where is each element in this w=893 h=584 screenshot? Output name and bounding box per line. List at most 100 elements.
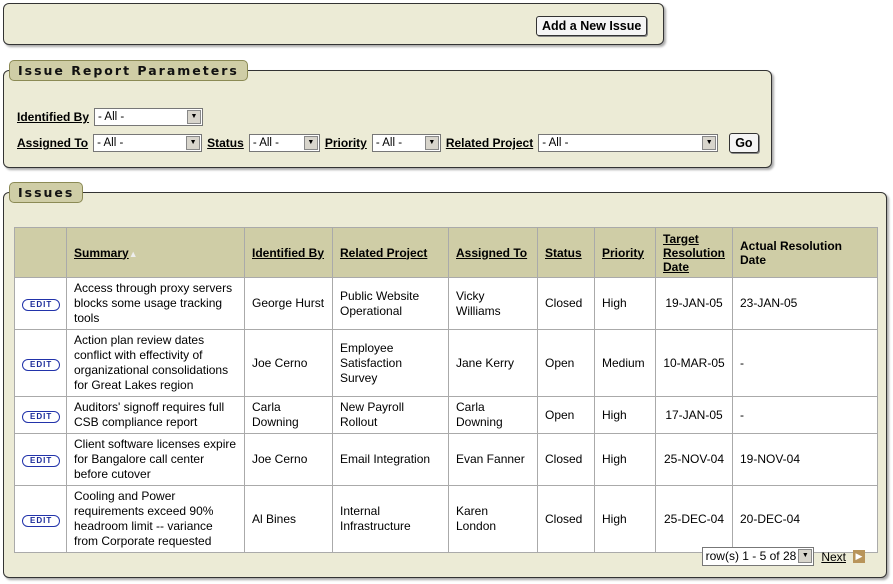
priority-select[interactable]: - All - ▼: [371, 134, 441, 152]
chevron-down-icon: ▼: [702, 136, 717, 150]
cell-related-project: Employee Satisfaction Survey: [332, 329, 449, 397]
edit-cell: EDIT: [14, 433, 67, 486]
cell-summary: Client software licenses expire for Bang…: [66, 433, 245, 486]
column-header-status[interactable]: Status: [537, 227, 595, 278]
assigned-to-value: - All -: [97, 137, 124, 149]
cell-identified-by: Joe Cerno: [244, 433, 333, 486]
chevron-down-icon: ▼: [186, 136, 201, 150]
column-header-label: Priority: [602, 245, 645, 260]
column-header-label: Target Resolution Date: [663, 231, 725, 274]
cell-assigned-to: Jane Kerry: [448, 329, 538, 397]
column-header-label: Related Project: [340, 245, 428, 260]
cell-summary: Cooling and Power requirements exceed 90…: [66, 485, 245, 553]
related-project-select[interactable]: - All - ▼: [538, 134, 719, 152]
cell-target-resolution-date: 25-DEC-04: [655, 485, 733, 553]
status-label[interactable]: Status: [207, 136, 244, 150]
cell-actual-resolution-date: 20-DEC-04: [732, 485, 878, 553]
edit-cell: EDIT: [14, 485, 67, 553]
identified-by-label[interactable]: Identified By: [17, 110, 90, 124]
issues-title: Issues: [9, 182, 84, 203]
cell-priority: High: [594, 433, 656, 486]
cell-priority: High: [594, 277, 656, 330]
next-link[interactable]: Next: [821, 549, 846, 564]
column-header-assigned-to[interactable]: Assigned To: [448, 227, 538, 278]
priority-label[interactable]: Priority: [324, 136, 367, 150]
chevron-down-icon: ▼: [798, 549, 813, 563]
add-new-issue-button[interactable]: Add a New Issue: [536, 16, 648, 36]
edit-button[interactable]: EDIT: [22, 358, 61, 371]
cell-target-resolution-date: 19-JAN-05: [655, 277, 733, 330]
issues-table: Summary ▲ Identified By Related Project Ass…: [14, 227, 878, 553]
column-header-label: Actual Resolution Date: [740, 238, 843, 267]
cell-actual-resolution-date: 19-NOV-04: [732, 433, 878, 486]
table-row: EDIT Access through proxy servers blocks …: [14, 277, 878, 330]
parameters-row-1: Identified By - All - ▼: [17, 108, 204, 126]
column-header-label: Status: [545, 245, 582, 260]
cell-identified-by: Joe Cerno: [244, 329, 333, 397]
column-header-actual-resolution-date: Actual Resolution Date: [732, 227, 878, 278]
cell-assigned-to: Evan Fanner: [448, 433, 538, 486]
pagination: row(s) 1 - 5 of 28 ▼ Next ▶: [701, 547, 865, 566]
cell-related-project: Public Website Operational: [332, 277, 449, 330]
cell-summary: Access through proxy servers blocks some…: [66, 277, 245, 330]
cell-actual-resolution-date: -: [732, 329, 878, 397]
cell-priority: High: [594, 485, 656, 553]
chevron-down-icon: ▼: [424, 136, 439, 150]
table-row: EDIT Cooling and Power requirements excee…: [14, 485, 878, 553]
cell-actual-resolution-date: -: [732, 396, 878, 434]
cell-status: Closed: [537, 433, 595, 486]
column-header-label: Summary: [74, 245, 129, 260]
edit-button[interactable]: EDIT: [22, 514, 61, 527]
pagination-range: row(s) 1 - 5 of 28: [705, 549, 797, 563]
cell-identified-by: Carla Downing: [244, 396, 333, 434]
cell-identified-by: Al Bines: [244, 485, 333, 553]
edit-button[interactable]: EDIT: [22, 455, 61, 467]
table-row: EDIT Client software licenses expire for …: [14, 433, 878, 486]
cell-related-project: New Payroll Rollout: [332, 396, 449, 434]
identified-by-value: - All -: [98, 111, 125, 123]
column-header-identified-by[interactable]: Identified By: [244, 227, 333, 278]
cell-actual-resolution-date: 23-JAN-05: [732, 277, 878, 330]
cell-status: Closed: [537, 277, 595, 330]
cell-target-resolution-date: 10-MAR-05: [655, 329, 733, 397]
identified-by-select[interactable]: - All - ▼: [94, 108, 204, 126]
priority-value: - All -: [375, 137, 403, 149]
cell-assigned-to: Carla Downing: [448, 396, 538, 434]
cell-assigned-to: Karen London: [448, 485, 538, 553]
cell-priority: Medium: [594, 329, 656, 397]
edit-cell: EDIT: [14, 329, 67, 397]
cell-related-project: Internal Infrastructure: [332, 485, 449, 553]
table-row: EDIT Auditors' signoff requires full CSB …: [14, 396, 878, 434]
column-header-target-resolution-date[interactable]: Target Resolution Date: [655, 227, 733, 278]
edit-button[interactable]: EDIT: [22, 410, 61, 423]
status-value: - All -: [252, 137, 280, 149]
edit-cell: EDIT: [14, 277, 67, 330]
column-header-related-project[interactable]: Related Project: [332, 227, 449, 278]
cell-status: Open: [537, 329, 595, 397]
cell-summary: Action plan review dates conflict with e…: [66, 329, 245, 397]
parameters-row-2: Assigned To - All - ▼ Status - All - ▼ Pri…: [17, 133, 759, 153]
cell-status: Open: [537, 396, 595, 434]
go-button[interactable]: Go: [729, 133, 759, 153]
chevron-down-icon: ▼: [187, 110, 202, 124]
cell-target-resolution-date: 17-JAN-05: [655, 396, 733, 434]
status-select[interactable]: - All - ▼: [248, 134, 320, 152]
cell-target-resolution-date: 25-NOV-04: [655, 433, 733, 486]
cell-related-project: Email Integration: [332, 433, 449, 486]
edit-cell: EDIT: [14, 396, 67, 434]
related-project-value: - All -: [542, 137, 569, 149]
related-project-label[interactable]: Related Project: [445, 136, 534, 150]
sort-ascending-icon: ▲: [128, 248, 138, 259]
assigned-to-label[interactable]: Assigned To: [17, 136, 89, 150]
edit-button[interactable]: EDIT: [22, 299, 61, 311]
cell-status: Closed: [537, 485, 595, 553]
column-header-summary[interactable]: Summary ▲: [66, 227, 245, 278]
next-arrow-icon[interactable]: ▶: [853, 550, 865, 563]
pagination-select[interactable]: row(s) 1 - 5 of 28 ▼: [701, 547, 815, 566]
assigned-to-select[interactable]: - All - ▼: [93, 134, 203, 152]
table-row: EDIT Action plan review dates conflict wi…: [14, 329, 878, 397]
cell-assigned-to: Vicky Williams: [448, 277, 538, 330]
column-header-priority[interactable]: Priority: [594, 227, 656, 278]
chevron-down-icon: ▼: [303, 136, 318, 150]
report-parameters-title: Issue Report Parameters: [9, 60, 248, 81]
